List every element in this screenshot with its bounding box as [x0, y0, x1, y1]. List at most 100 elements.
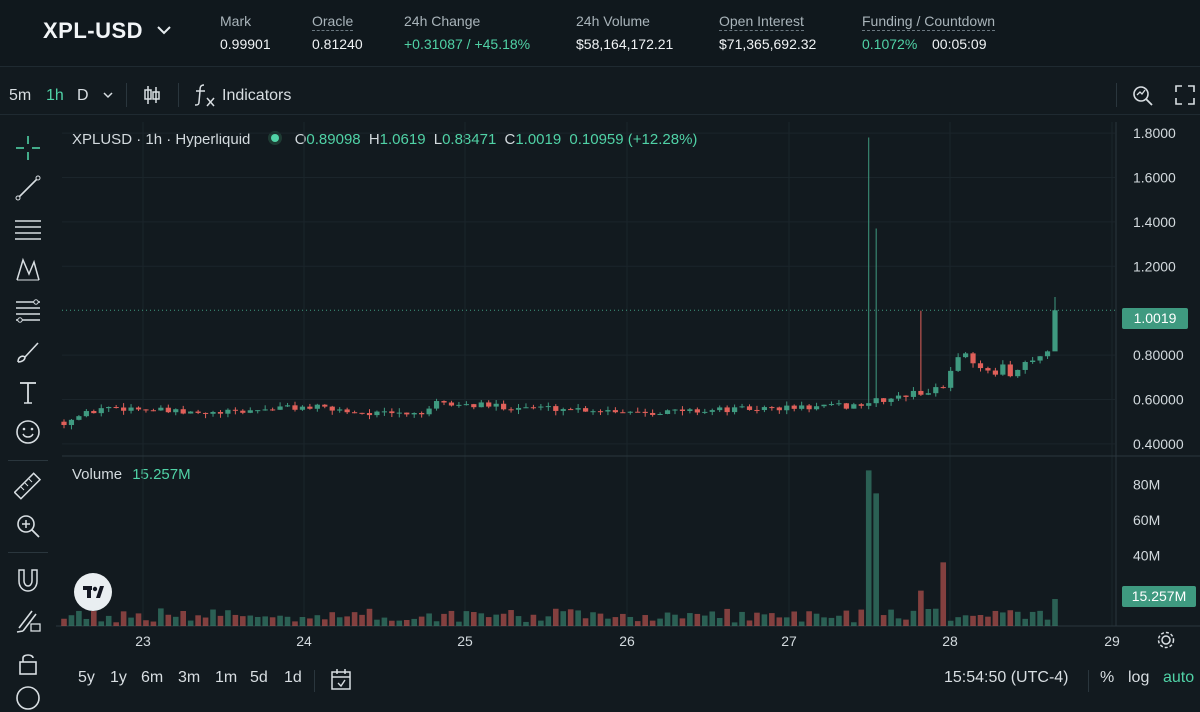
candle-body: [635, 411, 641, 413]
candle-body: [1044, 351, 1051, 357]
range-5d[interactable]: 5d: [250, 669, 268, 686]
tool-divider: [8, 552, 48, 553]
candle-body: [538, 406, 544, 408]
volume-bar: [225, 610, 231, 626]
zoom-in-icon[interactable]: [14, 512, 42, 540]
trend-line-icon[interactable]: [14, 174, 42, 202]
candle-body: [992, 370, 998, 375]
candle-body: [448, 402, 455, 406]
fullscreen-icon[interactable]: [1174, 84, 1196, 106]
range-1d[interactable]: 1d: [284, 669, 302, 686]
fx-icon[interactable]: [194, 82, 216, 108]
volume-bar: [98, 621, 105, 626]
brush-icon[interactable]: [14, 338, 42, 366]
volume-bar: [582, 618, 589, 626]
interval-5m[interactable]: 5m: [9, 87, 32, 104]
volume-bar: [366, 608, 373, 626]
candle-body: [836, 403, 842, 405]
candle-body: [389, 411, 395, 414]
range-1m[interactable]: 1m: [215, 669, 238, 686]
candle-body: [709, 410, 715, 412]
volume-bar: [955, 617, 961, 626]
lock-pencil-icon[interactable]: [14, 606, 42, 634]
candle-body: [851, 404, 857, 409]
candle-body: [106, 407, 112, 409]
ruler-icon[interactable]: [14, 472, 42, 500]
candle-body: [76, 416, 82, 420]
volume-bar: [314, 615, 321, 626]
volume-bar: [471, 612, 477, 626]
candle-body: [977, 363, 984, 369]
price-tick-label: 1.8000: [1133, 125, 1176, 141]
crosshair-icon[interactable]: [14, 134, 42, 162]
candle-body: [985, 368, 991, 371]
volume-bar: [992, 610, 999, 626]
stat-countdown-value: 00:05:09: [932, 36, 987, 52]
chevron-down-icon[interactable]: [156, 24, 172, 36]
candle-body: [493, 403, 499, 407]
scale-log[interactable]: log: [1128, 669, 1150, 686]
quick-search-icon[interactable]: [1131, 84, 1155, 108]
scale-percent[interactable]: %: [1100, 669, 1115, 686]
date-range-icon[interactable]: [330, 668, 352, 692]
volume-bar: [679, 618, 686, 626]
time-display[interactable]: 15:54:50 (UTC-4): [944, 669, 1069, 686]
volume-bar: [344, 616, 350, 626]
volume-legend-label[interactable]: Volume: [72, 466, 123, 483]
volume-bar: [277, 615, 283, 626]
candle-body: [180, 409, 186, 414]
volume-bar: [418, 616, 425, 626]
stat-volume-label: 24h Volume: [576, 13, 650, 29]
candle-body: [344, 409, 350, 413]
volume-bar: [895, 618, 902, 626]
volume-bar: [567, 609, 574, 626]
interval-d[interactable]: D: [77, 87, 89, 104]
candle-body: [270, 409, 276, 411]
tradingview-logo[interactable]: [74, 573, 112, 611]
emoji-icon[interactable]: [14, 418, 42, 446]
scale-auto[interactable]: auto: [1163, 669, 1195, 686]
fib-retracement-icon[interactable]: [14, 297, 42, 325]
indicators-button[interactable]: Indicators: [222, 87, 292, 104]
volume-bar: [307, 618, 313, 626]
volume-bar: [135, 613, 142, 626]
volume-bar: [545, 616, 552, 626]
volume-bar: [1000, 612, 1006, 626]
range-6m[interactable]: 6m: [141, 669, 164, 686]
volume-bar: [694, 613, 701, 626]
magnet-icon[interactable]: [14, 566, 42, 594]
range-5y[interactable]: 5y: [78, 669, 95, 686]
candle-body: [195, 411, 201, 413]
volume-bar: [783, 617, 790, 626]
candle-body: [463, 404, 469, 406]
settings-gear-icon[interactable]: [1156, 630, 1176, 650]
interval-dropdown-icon[interactable]: [102, 91, 114, 99]
lock-icon[interactable]: [14, 649, 42, 677]
candle-body: [202, 412, 209, 414]
horizontal-lines-icon[interactable]: [14, 215, 42, 243]
volume-tick-label: 80M: [1133, 477, 1160, 493]
x-tick-label: 24: [296, 633, 312, 649]
tradingview-icon: [83, 586, 104, 598]
volume-bar: [947, 620, 954, 626]
last-volume-tag: 15.257M: [1122, 586, 1196, 607]
volume-bar: [411, 618, 418, 626]
candle-body: [828, 404, 835, 406]
pattern-icon[interactable]: [14, 256, 42, 284]
stat-oi-label[interactable]: Open Interest: [719, 13, 804, 31]
legend-symbol[interactable]: XPLUSD · 1h · Hyperliquid: [72, 131, 251, 148]
volume-bar: [336, 617, 343, 626]
candle-body: [642, 411, 648, 413]
candle-body: [351, 412, 358, 414]
range-1y[interactable]: 1y: [110, 669, 127, 686]
candle-body: [784, 405, 790, 411]
candle-body: [1030, 360, 1036, 363]
text-tool-icon[interactable]: [14, 379, 42, 407]
candle-body: [590, 411, 596, 413]
candles-icon[interactable]: [142, 84, 162, 106]
interval-1h[interactable]: 1h: [46, 87, 64, 104]
stat-funding-label[interactable]: Funding / Countdown: [862, 13, 996, 31]
range-3m[interactable]: 3m: [178, 669, 201, 686]
pair-selector[interactable]: XPL-USD: [43, 18, 144, 43]
stat-oracle-label[interactable]: Oracle: [312, 13, 354, 31]
